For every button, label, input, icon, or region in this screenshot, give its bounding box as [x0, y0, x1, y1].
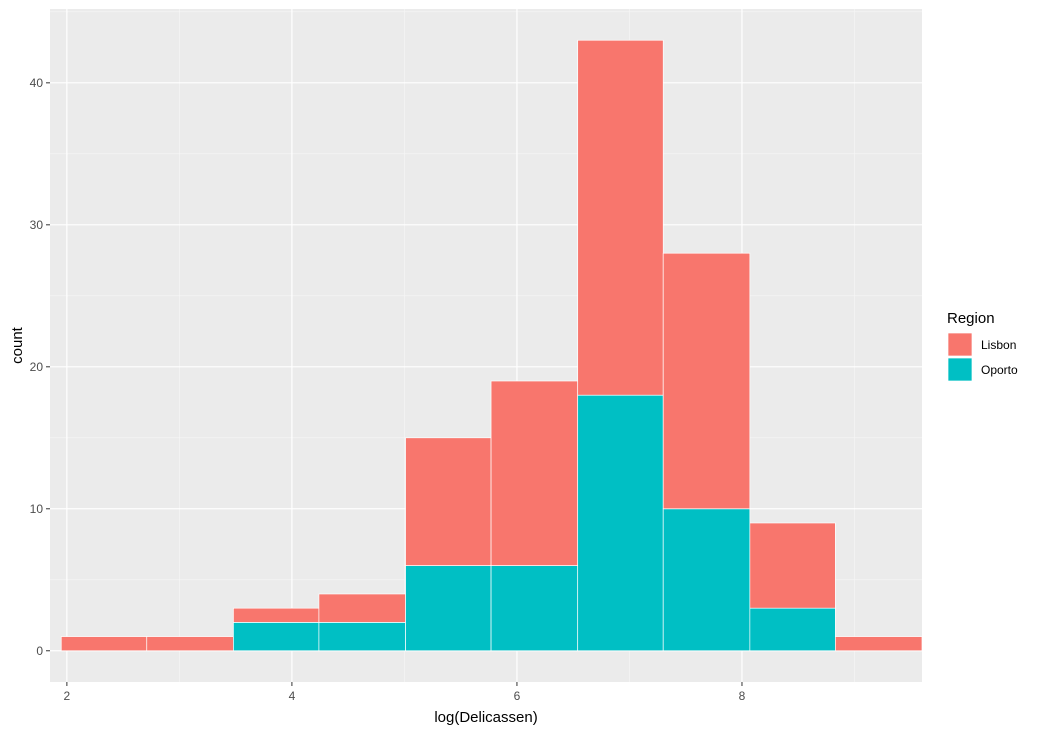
x-tick-label: 8: [739, 689, 746, 703]
bar-lisbon: [60, 636, 148, 652]
bar-lisbon: [577, 39, 664, 396]
x-tick-label: 6: [514, 689, 521, 703]
bar-oporto: [490, 565, 579, 652]
y-tick-label: 0: [36, 644, 43, 658]
legend-key-lisbon: [947, 332, 973, 357]
x-axis-title: log(Delicassen): [434, 709, 537, 726]
bar-lisbon: [749, 522, 836, 609]
bar-lisbon: [490, 380, 579, 566]
bar-oporto: [577, 394, 664, 652]
y-tick-label: 30: [30, 218, 44, 232]
y-tick-labels: 0 10 20 30 40: [30, 76, 44, 658]
x-tick-label: 2: [64, 689, 71, 703]
legend-title: Region: [947, 310, 995, 327]
bar-lisbon: [835, 636, 923, 652]
legend-label-oporto: Oporto: [981, 363, 1018, 377]
bar-oporto: [318, 622, 406, 652]
bar-lisbon: [233, 607, 320, 623]
y-axis-title: count: [9, 326, 26, 364]
bar-lisbon: [405, 437, 492, 566]
y-tick-label: 40: [30, 76, 44, 90]
bar-oporto: [233, 622, 320, 652]
bar-lisbon: [318, 593, 406, 623]
legend: Region Lisbon Oporto: [947, 310, 1018, 382]
bar-oporto: [662, 508, 751, 652]
legend-label-lisbon: Lisbon: [981, 338, 1016, 352]
bar-oporto: [405, 565, 492, 652]
axis-ticks: [46, 82, 743, 686]
legend-key-oporto: [947, 357, 973, 382]
y-tick-label: 20: [30, 360, 44, 374]
bar-lisbon: [662, 252, 751, 510]
y-tick-label: 10: [30, 502, 44, 516]
x-tick-labels: 2 4 6 8: [64, 689, 746, 703]
bar-lisbon: [146, 636, 234, 652]
bars: [60, 39, 923, 652]
bar-oporto: [749, 607, 836, 652]
x-tick-label: 4: [289, 689, 296, 703]
